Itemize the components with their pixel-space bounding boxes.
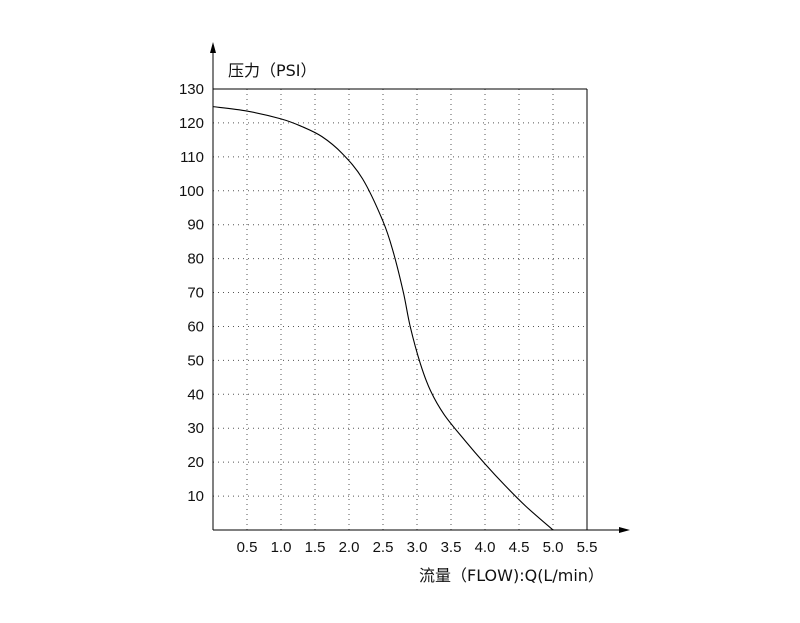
y-tick-label: 120 bbox=[179, 115, 204, 132]
y-tick-label: 100 bbox=[179, 183, 204, 200]
x-axis-arrow-icon bbox=[619, 527, 630, 533]
y-tick-label: 70 bbox=[187, 285, 204, 302]
y-tick-label: 50 bbox=[187, 352, 204, 369]
x-tick-label: 5.5 bbox=[577, 539, 598, 556]
x-tick-label: 3.0 bbox=[407, 539, 428, 556]
y-tick-label: 110 bbox=[180, 149, 204, 166]
x-tick-label: 4.5 bbox=[509, 539, 530, 556]
y-axis-title: 压力（PSI） bbox=[228, 61, 317, 80]
y-tick-label: 20 bbox=[187, 454, 204, 471]
x-tick-label: 1.0 bbox=[271, 539, 292, 556]
y-tick-label: 40 bbox=[187, 386, 204, 403]
x-tick-label: 2.0 bbox=[339, 539, 360, 556]
x-tick-label: 3.5 bbox=[441, 539, 462, 556]
x-tick-label: 4.0 bbox=[475, 539, 496, 556]
x-tick-label: 1.5 bbox=[305, 539, 326, 556]
y-tick-label: 30 bbox=[187, 420, 204, 437]
series-layer bbox=[212, 106, 554, 531]
y-tick-label: 90 bbox=[187, 217, 204, 234]
grid-layer bbox=[213, 89, 587, 530]
x-axis-title: 流量（FLOW):Q(L/min） bbox=[419, 566, 604, 585]
y-axis-arrow-icon bbox=[210, 42, 216, 53]
y-tick-label: 10 bbox=[187, 488, 204, 505]
tick-labels: 10 20 30 40 50 60 70 80 90 100 110 120 130 0.5 1.0 1.5 2… bbox=[179, 81, 597, 556]
axes-layer bbox=[210, 42, 630, 533]
x-tick-label: 2.5 bbox=[373, 539, 394, 556]
y-tick-label: 60 bbox=[187, 318, 204, 335]
x-tick-label: 5.0 bbox=[543, 539, 564, 556]
y-tick-label: 130 bbox=[179, 81, 204, 98]
pressure-flow-curve bbox=[212, 106, 554, 531]
x-tick-label: 0.5 bbox=[237, 539, 258, 556]
y-tick-label: 80 bbox=[187, 251, 204, 268]
